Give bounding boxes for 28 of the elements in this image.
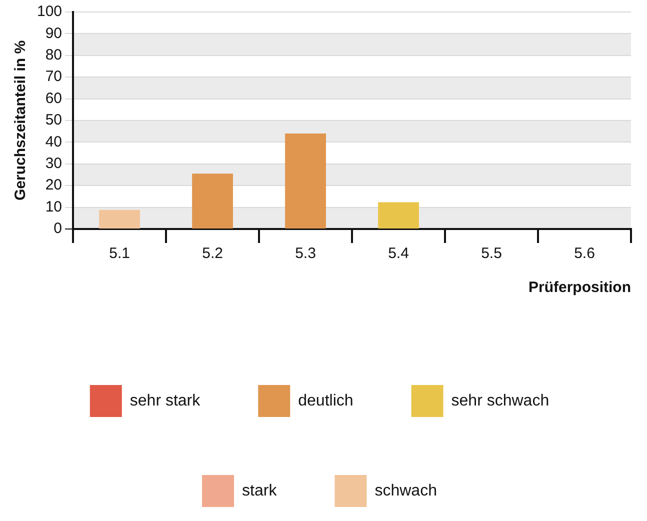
bar xyxy=(192,174,233,228)
x-tick-label: 5.2 xyxy=(202,245,223,262)
y-tick-label: 90 xyxy=(45,24,62,42)
x-tick-label: 5.4 xyxy=(388,245,409,262)
legend-label: deutlich xyxy=(298,392,354,410)
legend-label: stark xyxy=(242,482,278,500)
y-tick-label: 40 xyxy=(45,133,62,150)
y-tick-label: 0 xyxy=(54,220,62,238)
x-tick-label: 5.1 xyxy=(109,245,130,262)
legend-label: sehr stark xyxy=(130,392,202,410)
bar xyxy=(285,134,326,228)
bar xyxy=(378,202,419,228)
y-tick-label: 100 xyxy=(36,3,62,20)
x-axis-title: Prüferposition xyxy=(528,279,631,296)
y-tick-label: 10 xyxy=(45,198,62,216)
y-tick-label: 60 xyxy=(45,90,62,107)
x-tick-label: 5.6 xyxy=(574,245,595,262)
y-tick-label: 30 xyxy=(45,155,62,172)
y-tick-label: 50 xyxy=(45,112,62,129)
x-tick-label: 5.3 xyxy=(295,245,316,262)
legend-label: sehr schwach xyxy=(451,392,550,410)
legend-label: schwach xyxy=(374,482,437,500)
y-tick-label: 20 xyxy=(45,176,62,194)
y-axis-title: Geruchszeitanteil in % xyxy=(12,40,30,201)
x-tick-label: 5.5 xyxy=(481,245,502,262)
bar xyxy=(99,210,140,228)
y-tick-label: 80 xyxy=(45,46,62,64)
y-tick-label: 70 xyxy=(45,68,62,86)
